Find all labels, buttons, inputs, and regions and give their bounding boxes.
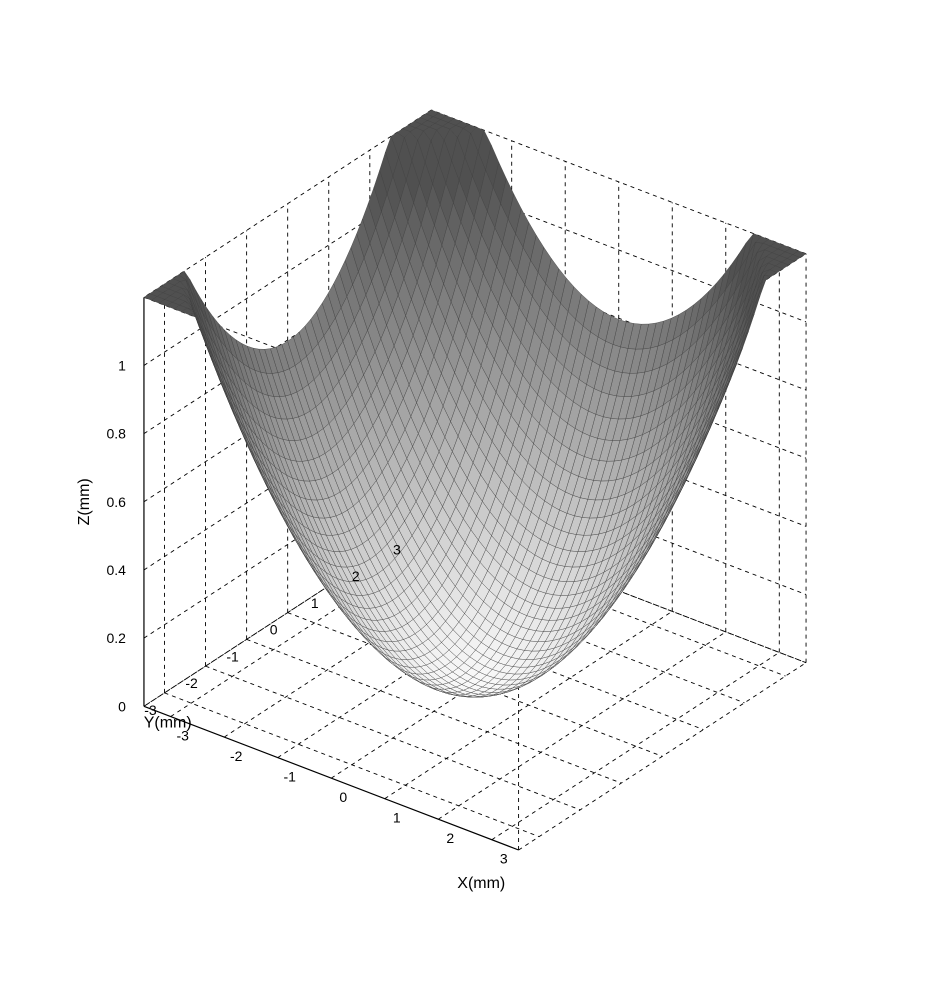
z-tick-label: 0.4 [106, 562, 126, 578]
z-axis-label: Z(mm) [76, 478, 93, 525]
surface-chart: -3-2-10123-3-2-1012300.20.40.60.81X(mm)Y… [0, 0, 950, 1000]
y-tick-label: -1 [226, 648, 239, 664]
y-tick-label: -2 [185, 675, 198, 691]
z-tick-label: 1 [118, 357, 126, 373]
surface-chart-svg: -3-2-10123-3-2-1012300.20.40.60.81X(mm)Y… [0, 0, 950, 1000]
z-tick-label: 0.2 [106, 630, 126, 646]
x-tick-label: -2 [230, 748, 243, 764]
z-tick-label: 0.6 [106, 494, 126, 510]
x-tick-label: 3 [500, 851, 508, 867]
surface-mesh [144, 110, 806, 697]
x-tick-label: -1 [284, 769, 297, 785]
x-tick-label: 2 [446, 830, 454, 846]
x-tick-label: 0 [339, 789, 347, 805]
y-tick-label: 1 [311, 595, 319, 611]
z-tick-label: 0.8 [106, 426, 126, 442]
y-tick-label: 3 [393, 541, 401, 557]
z-tick-label: 0 [118, 698, 126, 714]
y-tick-label: 2 [352, 568, 360, 584]
x-tick-label: 1 [393, 810, 401, 826]
y-axis-label: Y(mm) [144, 715, 192, 732]
y-tick-label: 0 [270, 622, 278, 638]
x-axis-label: X(mm) [457, 875, 505, 892]
